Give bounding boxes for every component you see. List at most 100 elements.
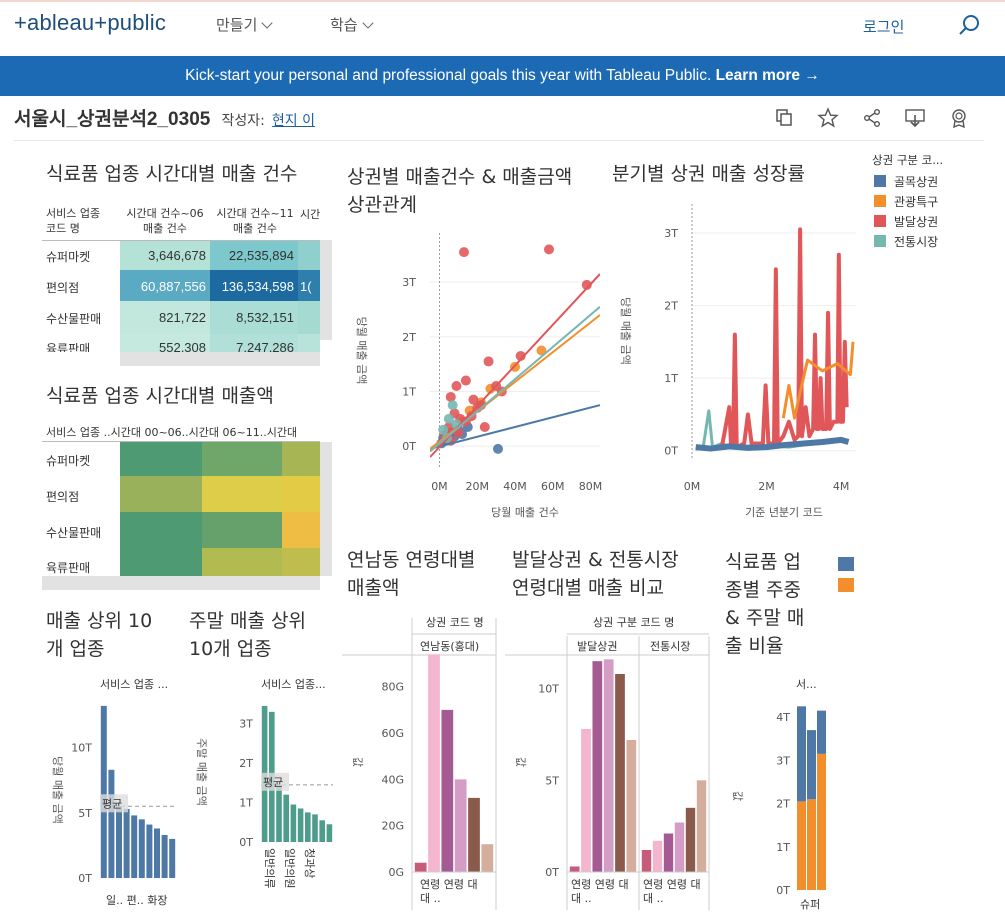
login-link[interactable]: 로그인 [863, 18, 905, 36]
y-tick-label: 4T [776, 711, 790, 724]
heat-cell [210, 270, 298, 301]
tableau-public-logo[interactable]: +ableau+public [14, 10, 167, 35]
heat-cell [210, 334, 298, 352]
bar [454, 779, 467, 872]
x-tick-label: 연령 연령 대 [420, 878, 478, 891]
col2-header-line1: 시간대 건수~11 [216, 207, 294, 220]
col2-header-line2: 매출 건수 [233, 222, 277, 235]
badge-icon[interactable] [947, 106, 971, 130]
x-tick-label: 슈퍼 [800, 898, 820, 911]
bar [481, 844, 494, 872]
heat-cell [120, 512, 202, 548]
top10-title-line1: 매출 상위 10 [46, 610, 153, 632]
cell-value: 7,247,286 [236, 340, 294, 352]
x-tick-label: 60M [541, 480, 565, 493]
y-tick-label: 1T [402, 385, 416, 398]
bar [276, 784, 282, 842]
cell-value: 552,308 [159, 340, 206, 352]
scatter-point [493, 443, 503, 454]
y-tick-label: 0T [776, 884, 790, 897]
series-line [719, 227, 849, 450]
bar [603, 659, 614, 872]
column-header: 상권 구분 코드 명 [593, 616, 674, 629]
row-label: 육류판매 [46, 561, 91, 575]
scatter-point [581, 279, 592, 290]
learn-more-link[interactable]: Learn more → [715, 67, 820, 84]
horizontal-scrollbar[interactable] [42, 576, 320, 590]
y-tick-label: 60G [381, 727, 404, 740]
horizontal-scrollbar[interactable] [120, 352, 320, 366]
amount-heatmap-header: 서비스 업종 ..시간대 00~06..시간대 06~11..시간대 [46, 426, 298, 439]
nav-create[interactable]: 만들기 [216, 14, 274, 35]
download-icon[interactable] [903, 106, 927, 130]
yeonnam-title: 연남동 연령대별 매출액 [347, 546, 475, 602]
bar [817, 710, 826, 754]
legend-swatch[interactable] [838, 578, 854, 592]
cell-value: 821,722 [159, 310, 206, 325]
top10-chart: 서비스 업종 ... 0T 5T 10T 당월 매출 금액 평균일.. 편.. 화장 [51, 678, 176, 907]
top-bar: +ableau+public 만들기 학습 로그인 [0, 0, 1005, 56]
vertical-scrollbar[interactable] [320, 240, 332, 340]
scatter-point [445, 391, 456, 402]
weekend-title-line1: 주말 매출 상위 [189, 610, 306, 632]
nav-learn[interactable]: 학습 [330, 14, 374, 35]
cell-value: 3,646,678 [148, 248, 206, 263]
legend-swatch[interactable] [838, 557, 854, 571]
weekend-title: 주말 매출 상위 10개 업종 [189, 607, 306, 663]
header-divider [14, 140, 984, 141]
scatter-point [479, 422, 490, 433]
row-label: 슈퍼마켓 [46, 250, 91, 264]
count-table-title: 식료품 업종 시간대별 매출 건수 [46, 163, 298, 185]
legend-swatch[interactable] [874, 235, 886, 247]
share-icon[interactable] [860, 106, 884, 130]
vertical-scrollbar[interactable] [320, 442, 332, 576]
legend-swatch[interactable] [874, 175, 886, 187]
bar [441, 709, 454, 872]
bar [131, 815, 138, 878]
y-axis-label: 값 [514, 757, 527, 767]
heat-cell [120, 334, 210, 352]
heat-cell [298, 301, 320, 334]
count-col1-header: 시간대 건수~06 매출 건수 [120, 206, 210, 236]
legend-label[interactable]: 전통시장 [894, 235, 939, 249]
y-tick-label: 3T [402, 276, 416, 289]
copy-icon[interactable] [772, 106, 796, 130]
average-label: 평균 [263, 776, 283, 789]
author-link[interactable]: 현지 이 [271, 113, 315, 129]
search-icon[interactable] [958, 13, 982, 37]
heat-cell [202, 548, 282, 576]
x-tick-label: 0M [684, 480, 701, 493]
y-axis-label: 주말 매출 금액 [195, 738, 208, 806]
heat-cell [282, 476, 320, 512]
viz-header: 서울시_상권분석2_0305 작성자: 현지 이 [14, 104, 315, 130]
y-tick-label: 1T [776, 841, 790, 854]
y-tick-label: 80G [381, 681, 404, 694]
star-icon[interactable] [816, 106, 840, 130]
heat-cell [202, 442, 282, 476]
scatter-point [483, 356, 494, 367]
bar [312, 814, 318, 842]
bar [641, 850, 652, 872]
row-label: 편의점 [46, 281, 80, 295]
heat-cell [298, 334, 320, 352]
bar [626, 740, 637, 872]
scatter-title-line2: 상관관계 [347, 194, 417, 216]
x-tick-label: 4M [833, 480, 850, 493]
chevron-down-icon [261, 17, 274, 29]
legend-swatch[interactable] [874, 195, 886, 207]
scatter-point [451, 381, 462, 392]
row-header-line1: 서비스 업종 [46, 207, 101, 220]
bar [696, 780, 707, 872]
heat-cell [120, 442, 202, 476]
heat-cell [120, 301, 210, 334]
bar [108, 769, 115, 878]
bar [414, 862, 427, 872]
scatter-point [447, 400, 458, 411]
weekday-chart: 서... 0T 1T 2T 3T 4T 값슈퍼 [731, 678, 826, 911]
y-tick-label: 0T [402, 440, 416, 453]
legend-label[interactable]: 발달상권 [894, 215, 939, 229]
legend-label[interactable]: 관광특구 [894, 195, 939, 209]
legend-swatch[interactable] [874, 215, 886, 227]
legend-label[interactable]: 골목상권 [894, 175, 939, 189]
y-tick-label: 40G [381, 773, 404, 786]
